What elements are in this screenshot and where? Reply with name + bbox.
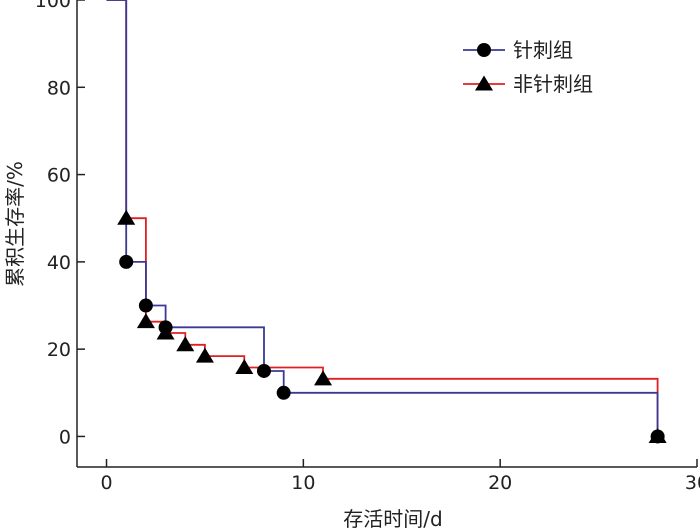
data-point-triangle xyxy=(117,209,136,225)
data-point-triangle xyxy=(314,370,333,386)
x-axis-title: 存活时间/d xyxy=(343,507,442,531)
data-point-triangle xyxy=(235,358,254,374)
axes: 0 20 40 60 80 100 0 10 20 30 xyxy=(35,0,700,494)
data-point-triangle xyxy=(176,336,195,352)
legend-label-1: 针刺组 xyxy=(513,38,573,62)
x-tick-label: 10 xyxy=(291,472,315,494)
data-point-circle xyxy=(138,298,153,313)
legend-label-2: 非针刺组 xyxy=(513,72,593,96)
x-tick-label: 20 xyxy=(488,472,512,494)
data-point-triangle xyxy=(648,427,667,443)
data-point-circle xyxy=(119,254,134,269)
x-tick-label: 30 xyxy=(685,472,700,494)
legend-marker-2 xyxy=(475,75,493,91)
data-markers xyxy=(117,209,667,444)
y-tick-label: 100 xyxy=(35,0,71,12)
y-tick-label: 20 xyxy=(47,339,71,361)
y-tick-label: 80 xyxy=(47,77,71,99)
x-tick-label: 0 xyxy=(100,472,112,494)
y-tick-label: 40 xyxy=(47,252,71,274)
series-line-1 xyxy=(106,0,659,437)
data-point-triangle xyxy=(156,324,175,340)
series-lines xyxy=(106,0,659,437)
series-line-2 xyxy=(106,0,659,437)
data-point-triangle xyxy=(136,313,155,329)
data-point-circle xyxy=(276,385,291,400)
y-axis-title: 累积生存率/% xyxy=(3,161,27,287)
y-tick-label: 60 xyxy=(47,165,71,187)
legend-marker-1 xyxy=(477,43,491,57)
data-point-triangle xyxy=(195,347,214,363)
data-point-circle xyxy=(256,363,271,378)
y-tick-label: 0 xyxy=(59,426,71,448)
